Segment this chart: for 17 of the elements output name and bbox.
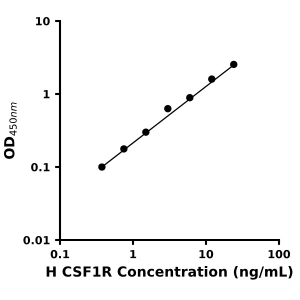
x-tick-label: 100 bbox=[268, 250, 290, 258]
y-tick-label: 0.1 bbox=[31, 162, 50, 172]
x-tick-label: 10 bbox=[200, 250, 214, 258]
y-tick-label: 0.01 bbox=[23, 236, 50, 244]
point bbox=[120, 145, 128, 153]
x-axis-title: H CSF1R Concentration (ng/mL) bbox=[46, 266, 292, 280]
point bbox=[164, 104, 172, 112]
point bbox=[230, 60, 238, 68]
x-tick-label: 1 bbox=[130, 250, 136, 258]
x-tick-label: 0.1 bbox=[50, 250, 70, 258]
y-tick-label: 1 bbox=[44, 90, 50, 98]
point bbox=[208, 75, 216, 83]
y-axis-title: OD$_{450nm}$ bbox=[4, 102, 17, 159]
point bbox=[98, 163, 106, 171]
point bbox=[142, 128, 150, 136]
point bbox=[186, 94, 194, 102]
y-tick-label: 10 bbox=[36, 16, 50, 26]
